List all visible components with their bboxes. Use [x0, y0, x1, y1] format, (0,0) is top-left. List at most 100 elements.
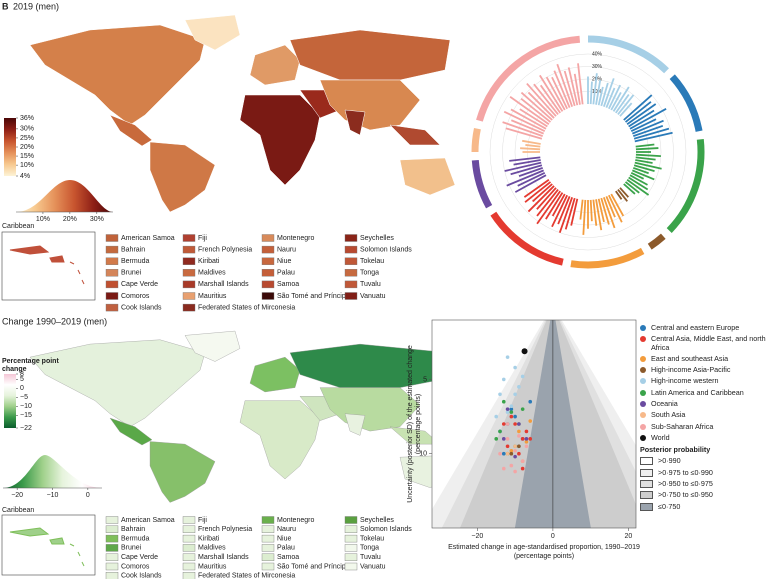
radial-grid: [489, 53, 687, 251]
country-swatch: [261, 562, 275, 571]
scatter-point: [520, 459, 525, 463]
density-curve: [3, 455, 102, 488]
country-name: Cape Verde: [121, 281, 158, 288]
country-name: Kiribati: [198, 258, 220, 265]
radial-grid: [502, 66, 674, 238]
country-name: Marshall Islands: [198, 554, 249, 561]
country-name: Tonga: [360, 270, 379, 277]
country-name: Nauru: [277, 246, 296, 253]
map-title: 2019 (men): [13, 1, 59, 11]
country-name: American Samoa: [121, 517, 175, 524]
radial-bar: [600, 82, 609, 107]
radial-bar: [520, 147, 541, 151]
scatter-point: [520, 437, 525, 441]
country-name: Vanuatu: [360, 293, 386, 300]
country-name: Seychelles: [360, 517, 394, 524]
radial-bar: [506, 169, 544, 187]
inset-frame: [1, 514, 96, 576]
country-name: Cook Islands: [121, 573, 162, 579]
radial-bar: [624, 181, 640, 194]
colorbar-label: 15%: [20, 153, 34, 160]
scatter-point: [501, 437, 506, 441]
y-axis-label: Uncertainty (posterior SD) of the estima…: [407, 345, 414, 503]
radial-bar: [633, 167, 649, 175]
legend-item: >0·750 to ≤0·950: [640, 490, 772, 500]
scatter-point: [505, 437, 510, 441]
density-tick-label: 20%: [63, 216, 77, 223]
radial-bar: [635, 143, 655, 148]
radial-bar: [628, 109, 655, 128]
radial-bar: [624, 101, 652, 123]
radial-bar: [520, 97, 552, 123]
radial-bar: [617, 94, 635, 116]
radial-bar: [589, 81, 593, 105]
country-swatch: [105, 534, 119, 543]
radial-bar: [514, 174, 547, 193]
region-ring: [471, 127, 481, 153]
legend-item: High-income western: [640, 377, 772, 385]
radial-bar: [551, 194, 568, 228]
radial-bar: [619, 102, 633, 117]
x-tick-label: −20: [471, 533, 483, 540]
inset-islands: [9, 527, 85, 567]
scatter-point: [509, 410, 514, 414]
scatter-point: [498, 392, 502, 397]
legend-item: ≤0·750: [640, 501, 772, 511]
scatter-point: [521, 348, 528, 355]
country-swatch: [344, 562, 358, 571]
legend-item: Oceania: [640, 399, 772, 408]
radial-bar: [605, 87, 616, 108]
radial-bar: [553, 70, 571, 108]
radial-bar: [551, 193, 566, 217]
legend-item: >0·975 to ≤0·990: [640, 468, 772, 477]
country-swatch: [182, 562, 196, 571]
scatter-point: [524, 437, 529, 441]
map-change: [29, 330, 456, 503]
radial-bar: [536, 187, 557, 210]
country-name: Montenegro: [277, 517, 314, 524]
y-tick-label: 10: [419, 451, 427, 458]
scatter-point: [513, 392, 517, 397]
region-ring: [666, 138, 705, 233]
country-name: Bermuda: [121, 258, 150, 265]
country-swatch: [344, 280, 358, 289]
country-name: Niue: [277, 258, 292, 265]
colorbar-label: −15: [20, 412, 32, 419]
country-swatch: [182, 525, 196, 533]
country-name: Seychelles: [360, 235, 394, 242]
radial-bar: [630, 118, 657, 132]
country-swatch: [344, 245, 358, 254]
radial-bar: [509, 156, 541, 162]
radial-bar: [626, 179, 650, 196]
legend-item: South Asia: [640, 410, 772, 419]
radial-bar: [536, 188, 559, 217]
radial-bar: [626, 103, 657, 125]
country-name: Maldives: [198, 270, 226, 277]
radial-bar: [570, 198, 579, 226]
country-swatch: [261, 553, 275, 561]
legend-item: >0·950 to ≤0·975: [640, 479, 772, 488]
radial-bar: [633, 127, 670, 140]
country-swatch: [105, 553, 119, 561]
radial-bar: [518, 167, 543, 177]
legend-marker: [640, 378, 646, 385]
radial-bar: [628, 176, 649, 191]
country-name: Vanuatu: [360, 563, 386, 570]
legend-item: High-income Asia-Pacific: [640, 365, 772, 374]
radial-bar: [536, 190, 561, 225]
country-name: French Polynesia: [198, 246, 252, 253]
legend-marker: [640, 412, 646, 419]
country-swatch: [182, 516, 196, 524]
colorbar-label: 8: [20, 371, 24, 378]
radial-bar: [635, 153, 661, 157]
scatter-point: [517, 429, 521, 434]
radial-bar: [597, 86, 604, 106]
radial-bar: [605, 196, 616, 218]
scatter-point: [501, 466, 506, 471]
country-swatch: [105, 303, 119, 312]
scatter-point: [505, 422, 510, 426]
radial-bar: [539, 84, 561, 114]
country-name: Federated States of Mirconesia: [198, 573, 295, 579]
legend-label: ≤0·750: [658, 501, 681, 511]
